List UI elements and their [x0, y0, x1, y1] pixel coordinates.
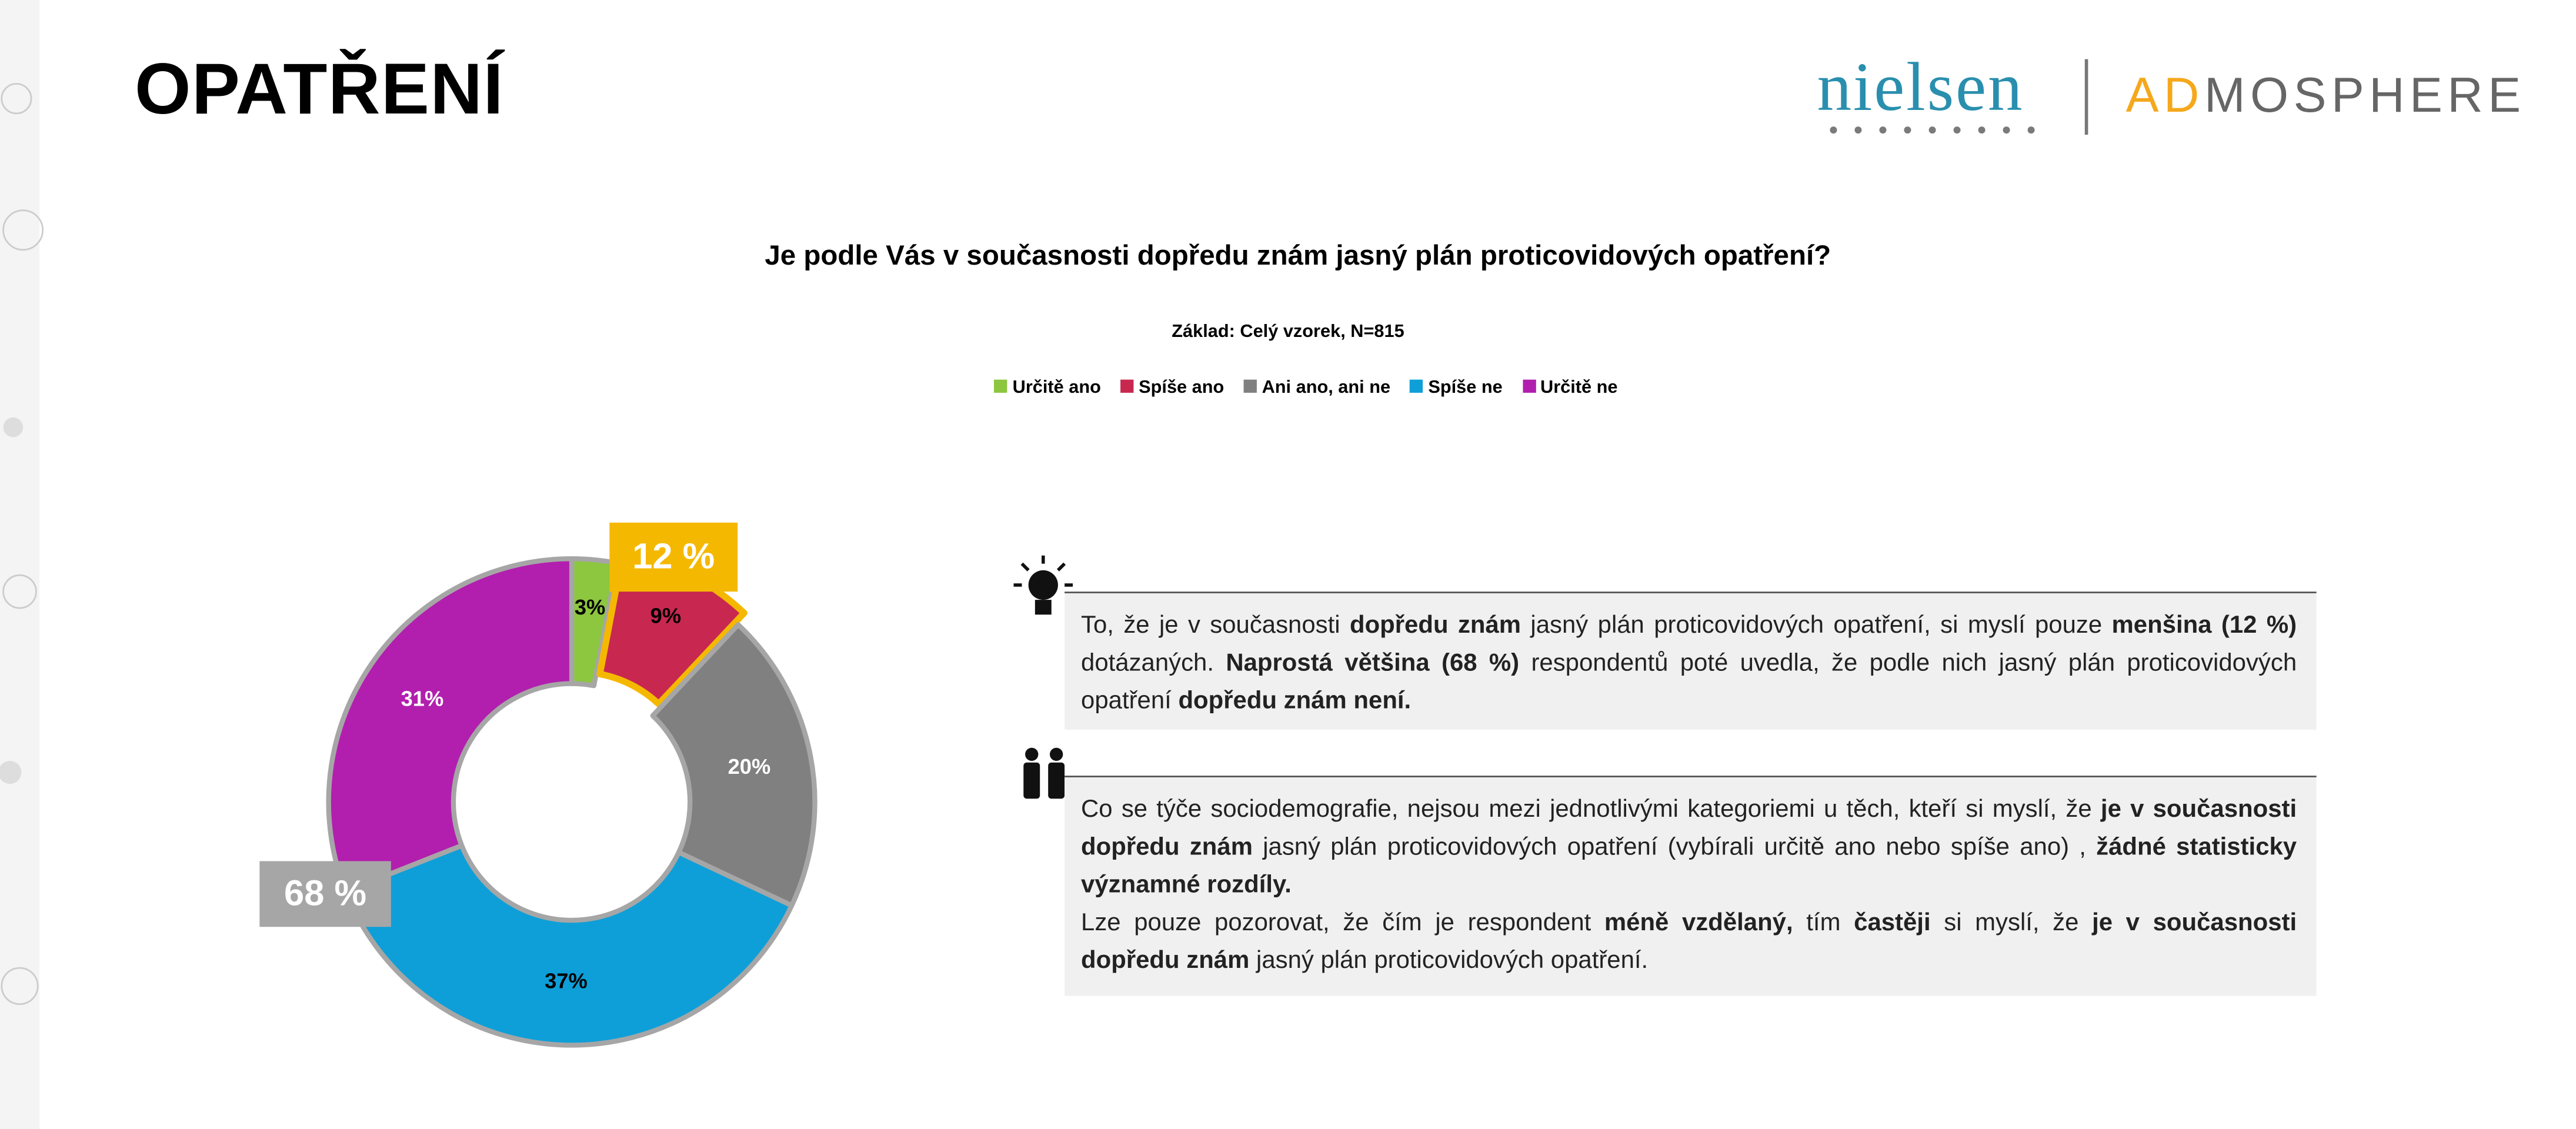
callout-box [609, 522, 738, 592]
legend-label: Ani ano, ani ne [1262, 378, 1391, 398]
note-paragraph: Lze pouze pozorovat, že čím je responden… [1081, 904, 2297, 980]
legend-item: Určitě ano [994, 378, 1101, 398]
legend-item: Spíše ne [1410, 378, 1503, 398]
note-text-bold: menšina (12 %) [2111, 611, 2297, 640]
logo-nielsen: nielsen [1817, 51, 2024, 127]
note-text: dotázaných. [1081, 649, 1226, 677]
note-paragraph: To, že je v současnosti dopředu znám jas… [1081, 606, 2297, 720]
decoration [0, 0, 44, 1129]
note-text: Lze pouze pozorovat, že čím je responden… [1081, 908, 1604, 937]
donut-slice [650, 622, 817, 908]
legend-item: Určitě ne [1522, 378, 1618, 398]
slice-label: 3% [575, 595, 605, 619]
note-paragraph: Co se týče sociodemografie, nejsou mezi … [1081, 790, 2297, 904]
note-text-bold: častěji [1854, 908, 1931, 937]
logo-dots: ●●●●●●●●● [1828, 121, 2051, 140]
legend-swatch [1410, 379, 1423, 393]
legend-swatch [994, 379, 1008, 393]
note-text: tím [1793, 908, 1854, 937]
icons [1013, 555, 1073, 799]
slice-label: 31% [401, 687, 444, 711]
note-box: Co se týče sociodemografie, nejsou mezi … [1065, 776, 2317, 996]
note-text: jasný plán proticovidových opatření (vyb… [1252, 833, 2097, 861]
logo-admosphere: ADMOSPHERE [2126, 69, 2526, 125]
donut-slice [569, 556, 620, 689]
slide-title: OPATŘENÍ [135, 49, 505, 130]
callout-label: 12 % [632, 536, 715, 576]
callout-box [259, 861, 391, 927]
legend-label: Určitě ano [1012, 378, 1101, 398]
legend-label: Určitě ne [1540, 378, 1618, 398]
legend-swatch [1522, 379, 1536, 393]
note-text: respondentů poté uvedla, že podle nich j… [1081, 649, 2297, 715]
logo-rest: MOSPHERE [2204, 69, 2526, 123]
note-text: si myslí, že [1930, 908, 2093, 937]
note-text-bold: žádné statisticky významné rozdíly. [1081, 833, 2297, 899]
note-text: jasný plán proticovidových opatření. [1249, 946, 1649, 975]
note-text-bold: je v současnosti dopředu znám [1081, 795, 2297, 861]
chart-subtitle: Základ: Celý vzorek, N=815 [1172, 322, 1404, 342]
legend-item: Ani ano, ani ne [1243, 378, 1391, 398]
callout-label: 68 % [284, 873, 366, 913]
slice-label: 37% [545, 969, 588, 993]
legend-label: Spíše ano [1139, 378, 1224, 398]
note-text-bold: je v současnosti dopředu znám [1081, 908, 2297, 975]
donut-slice [343, 843, 795, 1048]
logo-divider [2084, 59, 2088, 135]
legend-swatch [1120, 379, 1134, 393]
legend-swatch [1243, 379, 1257, 393]
note-text-bold: dopředu znám není. [1178, 687, 1412, 715]
logo-accent: AD [2125, 69, 2204, 123]
legend-label: Spíše ne [1428, 378, 1503, 398]
legend-item: Spíše ano [1120, 378, 1224, 398]
note-text-bold: dopředu znám [1349, 611, 1521, 640]
legend: Určitě ano Spíše ano Ani ano, ani ne Spíše … [0, 378, 2576, 398]
slice-label: 20% [728, 754, 771, 779]
note-text: jasný plán proticovidových opatření, si … [1521, 611, 2112, 640]
note-text: Co se týče sociodemografie, nejsou mezi … [1081, 795, 2101, 824]
note-text: To, že je v současnosti [1081, 611, 1350, 640]
chart-title: Je podle Vás v současnosti dopředu znám … [765, 240, 1831, 272]
note-text-bold: méně vzdělaný, [1604, 908, 1793, 937]
note-text-bold: Naprostá většina (68 %) [1226, 649, 1520, 677]
note-box: To, že je v současnosti dopředu znám jas… [1065, 592, 2317, 730]
donut-slice [326, 556, 575, 894]
slice-label: 9% [650, 604, 681, 628]
